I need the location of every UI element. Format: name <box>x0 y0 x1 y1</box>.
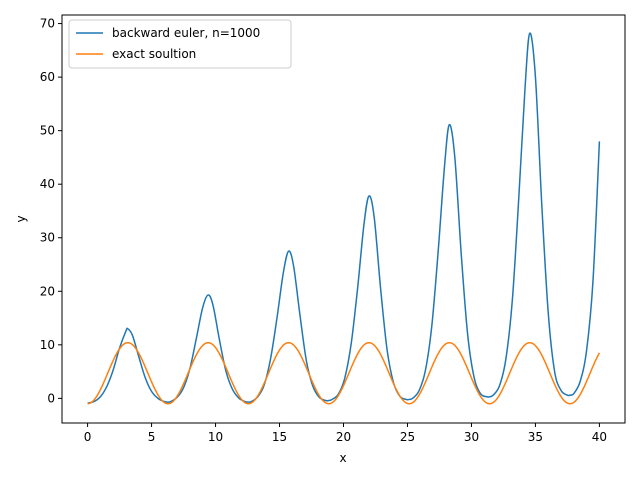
y-axis-label: y <box>14 215 28 222</box>
legend-label-exact-solution: exact soultion <box>112 47 196 61</box>
y-tick-label: 30 <box>40 231 55 245</box>
legend: backward euler, n=1000 exact soultion <box>68 19 292 69</box>
x-axis-label: x <box>339 451 346 465</box>
y-tick-label: 60 <box>40 70 55 84</box>
y-tick-label: 10 <box>40 338 55 352</box>
legend-box <box>68 19 292 69</box>
legend-label-backward-euler: backward euler, n=1000 <box>112 26 260 40</box>
x-axis-ticks: 0 5 10 15 20 25 30 35 40 <box>84 423 607 444</box>
y-tick-label: 20 <box>40 284 55 298</box>
x-tick-label: 15 <box>272 430 287 444</box>
x-tick-label: 5 <box>148 430 156 444</box>
series-line-backward-euler <box>87 32 601 404</box>
x-tick-label: 40 <box>592 430 607 444</box>
y-tick-label: 40 <box>40 177 55 191</box>
x-tick-label: 35 <box>528 430 543 444</box>
y-tick-label: 0 <box>47 391 55 405</box>
y-tick-label: 50 <box>40 124 55 138</box>
y-tick-label: 70 <box>40 17 55 31</box>
x-tick-label: 20 <box>336 430 351 444</box>
x-tick-label: 10 <box>208 430 223 444</box>
y-axis-ticks: 0 10 20 30 40 50 60 70 <box>40 17 62 405</box>
x-tick-label: 25 <box>400 430 415 444</box>
plot-area <box>87 32 601 405</box>
x-tick-label: 30 <box>464 430 479 444</box>
series-line-exact-solution <box>87 341 601 405</box>
x-tick-label: 0 <box>84 430 92 444</box>
